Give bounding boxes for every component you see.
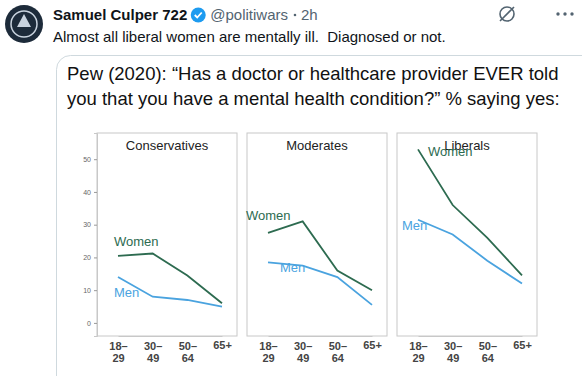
more-button[interactable] — [556, 12, 573, 15]
series-label: Men — [114, 285, 139, 300]
x-tick-label: 50–64 — [179, 340, 197, 364]
x-axis: 18–29 30–49 50–64 65+ — [259, 336, 382, 364]
badge-check — [195, 13, 202, 18]
x-tick: 18–29 — [109, 336, 127, 364]
y-tick-mark — [94, 323, 97, 324]
x-tick-label: 18–29 — [409, 340, 427, 364]
more-dot — [563, 12, 566, 15]
y-tick-mark — [94, 257, 97, 258]
x-tick: 65+ — [213, 336, 232, 351]
y-tick-label: 10 — [83, 287, 91, 294]
series-line — [418, 220, 522, 284]
x-tick-label: 65+ — [513, 339, 532, 351]
x-tick: 50–64 — [479, 336, 497, 364]
x-tick: 50–64 — [329, 336, 347, 364]
avatar-ring — [11, 11, 37, 37]
post-text: Almost all liberal women are mentally il… — [53, 28, 446, 45]
y-tick-mark — [94, 159, 97, 160]
y-tick-label: 20 — [83, 254, 91, 261]
x-tick: 18–29 — [409, 336, 427, 364]
x-tick-label: 18–29 — [259, 340, 277, 364]
plot-frame — [397, 133, 537, 336]
lines — [268, 221, 372, 304]
y-tick-label: 30 — [83, 221, 91, 228]
separator-dot — [294, 14, 297, 17]
x-tick: 65+ — [513, 336, 532, 351]
x-tick: 30–49 — [444, 336, 462, 364]
icon-circle — [500, 7, 514, 21]
figure-title: Pew (2020): “Has a doctor or healthcare … — [67, 63, 559, 84]
x-tick-label: 50–64 — [329, 340, 347, 364]
x-tick-label: 30–49 — [144, 340, 162, 364]
avatar-emblem — [17, 14, 31, 27]
series-line — [418, 149, 522, 275]
x-tick-label: 50–64 — [479, 340, 497, 364]
series-label: Women — [428, 144, 473, 159]
x-tick-label: 30–49 — [444, 340, 462, 364]
x-tick: 18–29 — [259, 336, 277, 364]
more-dot — [556, 12, 559, 15]
series-label: Men — [280, 260, 305, 275]
x-axis: 18–29 30–49 50–64 65+ — [409, 336, 532, 364]
y-tick-label: 0 — [87, 320, 91, 327]
x-tick: 65+ — [363, 336, 382, 351]
x-axis: 18–29 30–49 50–64 65+ — [109, 336, 232, 364]
x-axis-line — [269, 336, 373, 337]
y-tick: 20 — [83, 254, 97, 261]
panel: 18–2930–4950–6465+LiberalsWomenMen — [397, 133, 537, 364]
panel-title: Moderates — [286, 138, 348, 153]
icon-slash — [500, 7, 514, 21]
x-axis-line — [119, 336, 223, 337]
y-tick-mark — [94, 192, 97, 193]
x-tick-label: 30–49 — [294, 340, 312, 364]
x-axis-line — [419, 336, 523, 337]
avatar[interactable] — [5, 5, 43, 43]
x-tick-label: 65+ — [363, 339, 382, 351]
page: Samuel Culper 722 @politiwars 2h Almost all… — [0, 0, 582, 376]
author-name[interactable]: Samuel Culper 722 — [53, 6, 187, 23]
y-tick: 50 — [83, 156, 97, 163]
x-tick: 30–49 — [144, 336, 162, 364]
x-tick-label: 65+ — [213, 339, 232, 351]
x-tick: 30–49 — [294, 336, 312, 364]
y-tick: 10 — [83, 287, 97, 294]
more-dot — [570, 12, 573, 15]
y-tick-label: 50 — [83, 156, 91, 163]
badge-circle — [191, 8, 206, 23]
post-time[interactable]: 2h — [301, 6, 318, 23]
y-tick-label: 40 — [83, 189, 91, 196]
figure-title: you that you have a mental health condit… — [67, 88, 560, 109]
y-axis: 0 10 20 30 40 50 — [83, 134, 97, 337]
plot-frame — [247, 133, 387, 336]
y-tick-mark — [94, 290, 97, 291]
series-label: Women — [246, 208, 291, 223]
author-handle[interactable]: @politiwars — [210, 6, 288, 23]
x-tick: 50–64 — [179, 336, 197, 364]
verified-badge — [191, 8, 206, 23]
series-label: Women — [114, 234, 159, 249]
series-line — [268, 221, 372, 290]
y-tick-mark — [94, 225, 97, 226]
y-tick: 40 — [83, 189, 97, 196]
lines — [418, 149, 522, 283]
panel-title: Conservatives — [126, 138, 209, 153]
series-label: Men — [402, 218, 427, 233]
plot-frame — [97, 133, 237, 336]
panel: 0 10 20 30 40 50 18–29 30–49 50–64 65+ Conservativ… — [83, 133, 237, 364]
y-tick: 0 — [87, 320, 97, 327]
grok-icon[interactable] — [500, 7, 514, 21]
y-axis-line — [94, 134, 98, 337]
panel: 18–29 30–49 50–64 65+ Moderates Women Men — [246, 133, 387, 364]
x-tick-label: 18–29 — [109, 340, 127, 364]
y-tick: 30 — [83, 221, 97, 228]
media-card[interactable] — [57, 56, 582, 376]
avatar-circle[interactable] — [5, 5, 43, 43]
